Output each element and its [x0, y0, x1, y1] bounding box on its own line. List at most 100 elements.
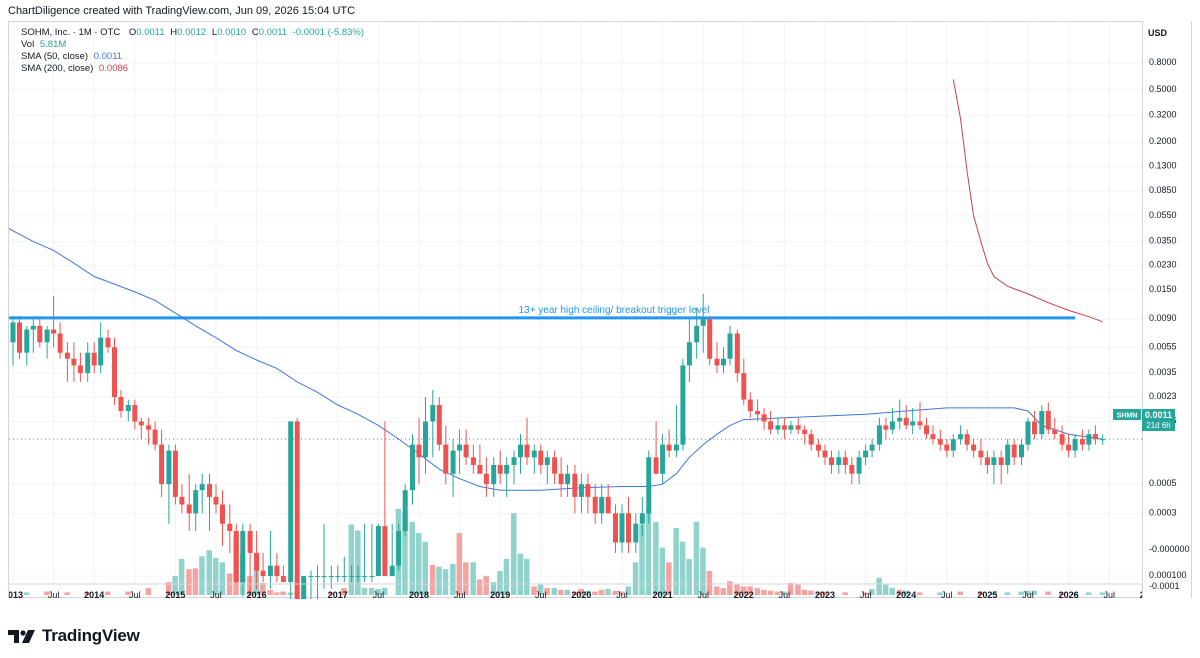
- chart-canvas[interactable]: 13+ year high ceiling/ breakout trigger …: [9, 22, 1143, 599]
- tradingview-logo[interactable]: TradingView: [8, 626, 140, 646]
- time-axis-label: Jul: [1022, 590, 1034, 599]
- volume-bar: [273, 592, 280, 595]
- candle-body: [633, 523, 639, 543]
- volume-bar: [842, 592, 848, 595]
- price-axis[interactable]: 0.8000 0.5000 0.3200 0.2000 0.1300 0.0850 0.05…: [1142, 21, 1192, 598]
- candle-body: [37, 325, 43, 343]
- volume-bar: [409, 521, 416, 595]
- price-axis-label: 0.1300: [1149, 161, 1177, 171]
- candle-body: [876, 425, 882, 445]
- volume-bar: [105, 591, 111, 595]
- volume-bar: [503, 558, 510, 595]
- volume-bar: [537, 584, 544, 595]
- candle-body: [410, 444, 416, 491]
- volume-bar: [523, 558, 530, 595]
- candle-body: [660, 444, 666, 474]
- volume-bar: [815, 591, 822, 595]
- volume-bar: [990, 592, 997, 595]
- time-axis-label: Jul: [535, 590, 547, 599]
- volume-bar: [551, 588, 558, 595]
- candle-body: [118, 397, 124, 412]
- volume-bar: [1045, 591, 1051, 595]
- badge-countdown: 21d 6h: [1146, 421, 1170, 430]
- time-axis-label: 2025: [977, 590, 997, 599]
- candle-body: [998, 457, 1004, 465]
- candle-body: [828, 457, 834, 465]
- candle-body: [179, 496, 185, 505]
- candle-body: [565, 473, 571, 485]
- candle-body: [694, 325, 700, 343]
- time-axis-label: Jul: [373, 590, 385, 599]
- candle-body: [491, 464, 497, 485]
- volume-bar: [693, 521, 700, 595]
- candle-body: [416, 444, 422, 458]
- price-axis-label: -0.0001: [1149, 581, 1180, 591]
- time-axis-label: 2018: [409, 590, 429, 599]
- candle-body: [1079, 439, 1085, 445]
- volume-bar: [1072, 592, 1078, 595]
- candle-body: [199, 484, 205, 491]
- last-price-badge: SHMN 0.0011 21d 6h: [1113, 409, 1175, 431]
- volume-bar: [659, 547, 666, 595]
- candle-body: [673, 444, 679, 451]
- volume-bar: [429, 564, 436, 595]
- chart-panel[interactable]: 13+ year high ceiling/ breakout trigger …: [8, 21, 1143, 599]
- volume-bar: [355, 530, 361, 595]
- candle-body: [795, 425, 801, 430]
- time-axis-label: Jul: [454, 590, 466, 599]
- candle-body: [463, 444, 469, 458]
- volume-bar: [673, 527, 679, 595]
- candle-body: [328, 576, 334, 578]
- volume-bar: [544, 588, 550, 595]
- candle-body: [308, 576, 314, 578]
- candle-body: [808, 434, 814, 445]
- candle-body: [883, 425, 889, 430]
- price-axis-label: 0.0350: [1149, 236, 1177, 246]
- candle-body: [254, 552, 260, 571]
- time-axis-label: Jul: [210, 590, 222, 599]
- candle-body: [77, 365, 83, 374]
- candle-body: [897, 417, 903, 422]
- volume-bar: [571, 591, 578, 595]
- candle-body: [138, 421, 144, 426]
- candle-body: [1005, 444, 1011, 465]
- volume-bar: [598, 589, 605, 595]
- candle-body: [369, 576, 375, 578]
- volume-bar: [706, 570, 713, 595]
- badge-symbol: SHMN: [1117, 413, 1138, 420]
- candle-body: [707, 319, 713, 359]
- currency-label[interactable]: USD: [1148, 28, 1168, 38]
- volume-bar: [882, 584, 889, 595]
- volume-bar: [1004, 592, 1011, 595]
- volume-bar: [558, 589, 564, 595]
- candle-body: [511, 457, 517, 465]
- candle-body: [653, 457, 659, 474]
- volume-bar: [787, 582, 794, 595]
- volume-bar: [808, 590, 814, 595]
- candle-body: [1100, 439, 1106, 441]
- volume-bar: [361, 588, 368, 595]
- candle-body: [605, 496, 611, 514]
- volume-bar: [341, 588, 347, 595]
- candle-body: [422, 421, 428, 458]
- volume-bar: [199, 556, 205, 595]
- candle-body: [213, 496, 219, 505]
- volume-bar: [700, 547, 706, 595]
- volume-bar: [470, 562, 476, 595]
- candle-body: [781, 425, 787, 430]
- legend-change: -0.0001 (-5.83%): [292, 27, 365, 38]
- volume-bar: [436, 566, 442, 595]
- volume-bar: [483, 576, 489, 595]
- volume-bar: [1025, 590, 1031, 595]
- candle-body: [16, 322, 22, 353]
- candle-body: [734, 333, 740, 374]
- time-axis-label: 2027: [1140, 590, 1143, 599]
- time-axis-label: 2022: [734, 590, 754, 599]
- legend-sma200-value: 0.0086: [98, 63, 129, 74]
- candle-body: [450, 450, 456, 474]
- candle-body: [639, 513, 645, 524]
- volume-bar: [450, 564, 456, 595]
- candle-body: [186, 504, 192, 514]
- volume-bar: [645, 509, 652, 595]
- volume-bar: [686, 558, 692, 595]
